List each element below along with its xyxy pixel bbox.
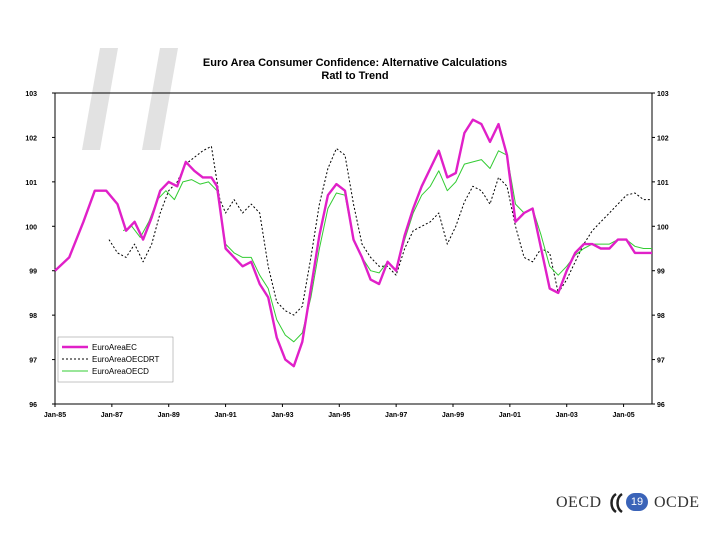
y-tick-label-right: 98 xyxy=(657,313,665,320)
y-tick-label-right: 97 xyxy=(657,358,665,365)
x-tick-label: Jan-01 xyxy=(499,412,521,419)
x-tick-label: Jan-91 xyxy=(214,412,236,419)
y-tick-label-left: 100 xyxy=(25,224,37,231)
page-number-badge: 19 xyxy=(626,493,648,511)
x-tick-label: Jan-89 xyxy=(158,412,180,419)
x-tick-label: Jan-93 xyxy=(271,412,293,419)
x-tick-label: Jan-95 xyxy=(328,412,350,419)
x-tick-label: Jan-97 xyxy=(385,412,407,419)
ocde-word: OCDE xyxy=(654,494,700,511)
x-tick-label: Jan-05 xyxy=(612,412,634,419)
x-tick-label: Jan-99 xyxy=(442,412,464,419)
oecd-word: OECD xyxy=(556,494,602,511)
y-tick-label-left: 98 xyxy=(29,313,37,320)
y-tick-label-right: 100 xyxy=(657,224,669,231)
series-line-euroareaoecdrt xyxy=(108,145,652,316)
oecd-footer: OECD 19 OCDE xyxy=(556,490,706,516)
y-tick-label-left: 97 xyxy=(29,358,37,365)
y-tick-label-left: 102 xyxy=(25,135,37,142)
x-tick-label: Jan-85 xyxy=(44,412,66,419)
oecd-logo-icon xyxy=(610,492,623,514)
y-tick-label-right: 102 xyxy=(657,135,669,142)
y-tick-label-left: 96 xyxy=(29,402,37,409)
y-tick-label-left: 103 xyxy=(25,91,37,98)
x-tick-label: Jan-87 xyxy=(101,412,123,419)
y-tick-label-right: 103 xyxy=(657,91,669,98)
series-line-euroareaec xyxy=(54,118,652,368)
y-tick-label-right: 101 xyxy=(657,180,669,187)
x-tick-label: Jan-03 xyxy=(556,412,578,419)
y-tick-label-right: 96 xyxy=(657,402,665,409)
legend-box xyxy=(57,336,174,383)
legend-label: EuroAreaOECD xyxy=(92,367,149,376)
chart-title: Euro Area Consumer Confidence: Alternati… xyxy=(203,57,507,69)
y-tick-label-right: 99 xyxy=(657,269,665,276)
y-tick-label-left: 99 xyxy=(29,269,37,276)
chart-subtitle: Ratl to Trend xyxy=(321,70,388,82)
y-tick-label-left: 101 xyxy=(25,180,37,187)
legend-label: EuroAreaEC xyxy=(92,343,137,352)
series-line-euroareaoecd xyxy=(122,150,652,343)
legend-label: EuroAreaOECDRT xyxy=(92,355,160,364)
